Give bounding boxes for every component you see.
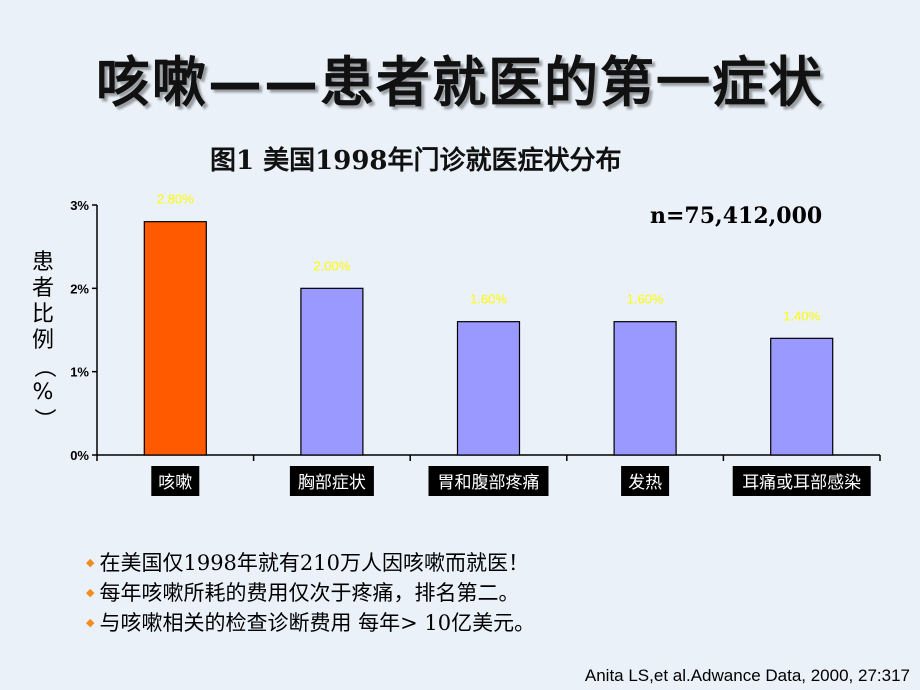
- bullet-list: ◆ 在美国仅1998年就有210万人因咳嗽而就医！ ◆ 每年咳嗽所耗的费用仅次于疼痛…: [86, 548, 535, 638]
- y-axis-label-char: 例: [31, 328, 54, 353]
- data-label: 1.60%: [470, 292, 507, 307]
- category-label-bg: [428, 466, 549, 496]
- y-tick-label: 2%: [70, 281, 89, 296]
- bar: [770, 337, 834, 456]
- bullet-text: 每年咳嗽所耗的费用仅次于疼痛，排名第二。: [99, 581, 520, 605]
- data-label: 2.80%: [157, 192, 194, 207]
- category-label-bg: [621, 466, 670, 496]
- bullet-item: ◆ 在美国仅1998年就有210万人因咳嗽而就医！: [86, 548, 535, 578]
- diamond-bullet-icon: ◆: [86, 616, 95, 629]
- category-label: 发热: [628, 473, 662, 493]
- sample-size-annotation: n=75,412,000: [650, 203, 823, 229]
- bullet-item: ◆ 每年咳嗽所耗的费用仅次于疼痛，排名第二。: [86, 578, 535, 608]
- category-label: 胸部症状: [298, 473, 366, 493]
- bullet-text: 在美国仅1998年就有210万人因咳嗽而就医！: [99, 551, 529, 575]
- y-axis-label-char: %: [32, 380, 54, 405]
- bar: [613, 321, 677, 456]
- category-label: 耳痛或耳部感染: [742, 473, 861, 493]
- bar: [300, 287, 364, 456]
- y-axis-label: 患 者 比 例 （ % ）: [30, 250, 56, 432]
- y-tick-label: 0%: [70, 448, 89, 463]
- category-label-bg: [289, 466, 374, 496]
- slide-title: 咳嗽——患者就医的第一症状: [96, 51, 824, 114]
- data-label: 1.60%: [627, 292, 664, 307]
- bullet-item: ◆ 与咳嗽相关的检查诊断费用 每年> 10亿美元。: [86, 608, 535, 638]
- diamond-bullet-icon: ◆: [86, 586, 95, 599]
- y-tick-label: 3%: [70, 198, 89, 213]
- chart-title: 图1 美国1998年门诊就医症状分布: [210, 146, 622, 176]
- bar-chart: 0% 1% 2% 3% 2.80% 咳嗽 2.00% 胸部症状 1.60% 胃和腹部疼痛 1.60%…: [70, 192, 881, 496]
- data-label: 1.40%: [783, 308, 820, 323]
- bar: [143, 221, 207, 456]
- y-axis-label-char: 患: [31, 250, 54, 275]
- category-label-bg: [151, 466, 200, 496]
- y-axis-label-char: 比: [31, 302, 54, 327]
- category-label: 胃和腹部疼痛: [438, 473, 540, 493]
- category-label: 咳嗽: [158, 473, 192, 493]
- diamond-bullet-icon: ◆: [86, 556, 95, 569]
- y-tick-label: 1%: [70, 365, 89, 380]
- bar: [456, 321, 521, 456]
- y-axis-label-char: 者: [31, 276, 54, 301]
- category-label-bg: [732, 466, 871, 496]
- citation: Anita LS,et al.Adwance Data, 2000, 27:31…: [584, 666, 910, 685]
- data-label: 2.00%: [313, 258, 350, 273]
- bullet-text: 与咳嗽相关的检查诊断费用 每年> 10亿美元。: [99, 611, 536, 635]
